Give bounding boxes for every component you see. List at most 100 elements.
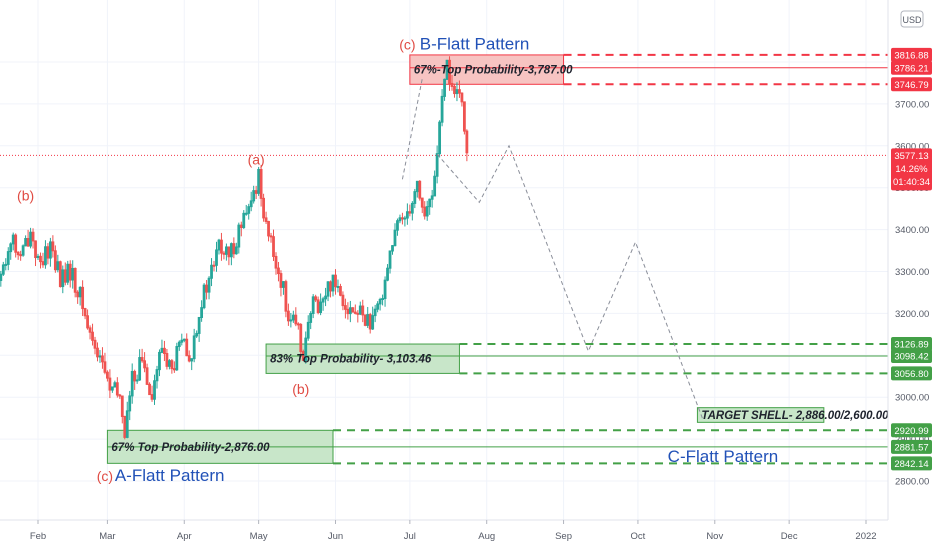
time-axis-panel[interactable]: [0, 520, 932, 550]
candle-body: [172, 368, 176, 371]
candle-body: [331, 274, 335, 292]
candle-body: [128, 395, 132, 412]
candle-body: [363, 314, 367, 326]
candle-body: [34, 240, 37, 259]
candle-body: [368, 314, 372, 330]
wave-label: (c): [97, 468, 113, 484]
candle-body: [26, 238, 30, 247]
candle-body: [435, 153, 439, 177]
x-tick-label: 2022: [855, 531, 876, 542]
price-tag: [891, 60, 932, 75]
candle-body: [195, 332, 199, 337]
candle-body: [465, 130, 469, 154]
candle-body: [135, 379, 139, 382]
candle-body: [118, 394, 122, 397]
candle-body: [200, 307, 204, 318]
candle-body: [4, 263, 8, 266]
candle-body: [277, 267, 280, 275]
y-tick-label: 3600.00: [895, 141, 929, 152]
candle-body: [413, 191, 417, 204]
x-tick-label: Jun: [328, 531, 343, 542]
candle-body: [140, 357, 144, 362]
candle-body: [294, 314, 298, 325]
x-tick-label: Feb: [30, 531, 46, 542]
wave-label: (a): [248, 152, 265, 168]
time-axis-ticks: Feb Mar Apr May Jun Jul Aug Sep Oct Nov Dec 2022: [30, 520, 877, 542]
candle-body: [153, 380, 156, 400]
candle-body: [78, 286, 82, 298]
candle-body: [158, 351, 161, 371]
candle-body: [344, 305, 347, 310]
pattern-label: A-Flatt Pattern: [115, 466, 225, 485]
price-tag: [891, 423, 932, 438]
candle-body: [163, 347, 166, 355]
candle-body: [41, 261, 45, 266]
price-tag: [891, 47, 932, 62]
candle-body: [254, 190, 258, 194]
candle-body: [410, 202, 414, 214]
candle-body: [259, 168, 263, 199]
candle-body: [386, 267, 389, 281]
candle-body: [143, 360, 146, 369]
projection-path: [401, 78, 703, 419]
candle-body: [450, 82, 454, 87]
price-tag-label: 2920.99: [894, 426, 928, 437]
candle-body: [148, 383, 151, 396]
candle-body: [44, 246, 47, 266]
price-tag: [891, 348, 932, 363]
candle-body: [267, 220, 270, 237]
candle-body: [14, 234, 18, 253]
x-tick-label: Aug: [478, 531, 495, 542]
y-tick-label: 3200.00: [895, 309, 929, 320]
zone-labels: 67%-Top Probability-3,787.00 83% Top Prob…: [111, 65, 889, 454]
candle-body: [21, 245, 25, 256]
candle-body: [438, 121, 442, 155]
candle-body: [391, 245, 394, 252]
candle-body: [123, 415, 127, 438]
y-tick-label: 2800.00: [895, 477, 929, 488]
candle-body: [348, 307, 352, 315]
candle-body: [388, 250, 392, 269]
pattern-label: B-Flatt Pattern: [420, 34, 530, 53]
candle-body: [215, 249, 218, 266]
candle-body: [53, 250, 57, 271]
candle-body: [36, 255, 40, 259]
candle-body: [458, 89, 461, 94]
candle-body: [453, 85, 456, 95]
price-tag-label: 3746.79: [894, 80, 928, 91]
candle-body: [301, 351, 305, 361]
candle-body: [455, 89, 459, 95]
candle-body: [227, 246, 231, 258]
price-tag-label: 3098.42: [894, 351, 928, 362]
candle-body: [197, 316, 201, 334]
candle-body: [19, 254, 23, 257]
wave-labels: (b) (a) (b) (c) (c): [17, 36, 415, 484]
currency-badge[interactable]: [900, 10, 924, 28]
candle-body: [272, 236, 275, 257]
candle-body: [279, 273, 283, 288]
pattern-labels: B-Flatt Pattern A-Flatt Pattern C-Flatt Pa…: [115, 34, 778, 485]
candle-body: [71, 267, 75, 281]
zone-label: 67% Top Probability-2,876.00: [111, 442, 270, 454]
candle-body: [138, 357, 142, 381]
candle-body: [306, 321, 310, 339]
candle-body: [430, 195, 434, 200]
candle-body: [222, 252, 226, 255]
candle-body: [274, 255, 278, 269]
candle-body: [229, 243, 233, 258]
candle-body: [110, 386, 114, 391]
candle-body: [187, 355, 191, 362]
candle-body: [415, 180, 419, 193]
price-tag: [891, 456, 932, 471]
candle-body: [239, 224, 243, 229]
candle-body: [244, 212, 248, 215]
candle-body: [61, 269, 65, 288]
zone-lines: [107, 53, 888, 465]
candle-body: [428, 198, 432, 208]
candle-body: [443, 78, 446, 97]
candle-body: [329, 281, 332, 292]
candle-body: [11, 234, 15, 245]
candle-body: [423, 206, 427, 217]
candle-body: [448, 59, 451, 84]
